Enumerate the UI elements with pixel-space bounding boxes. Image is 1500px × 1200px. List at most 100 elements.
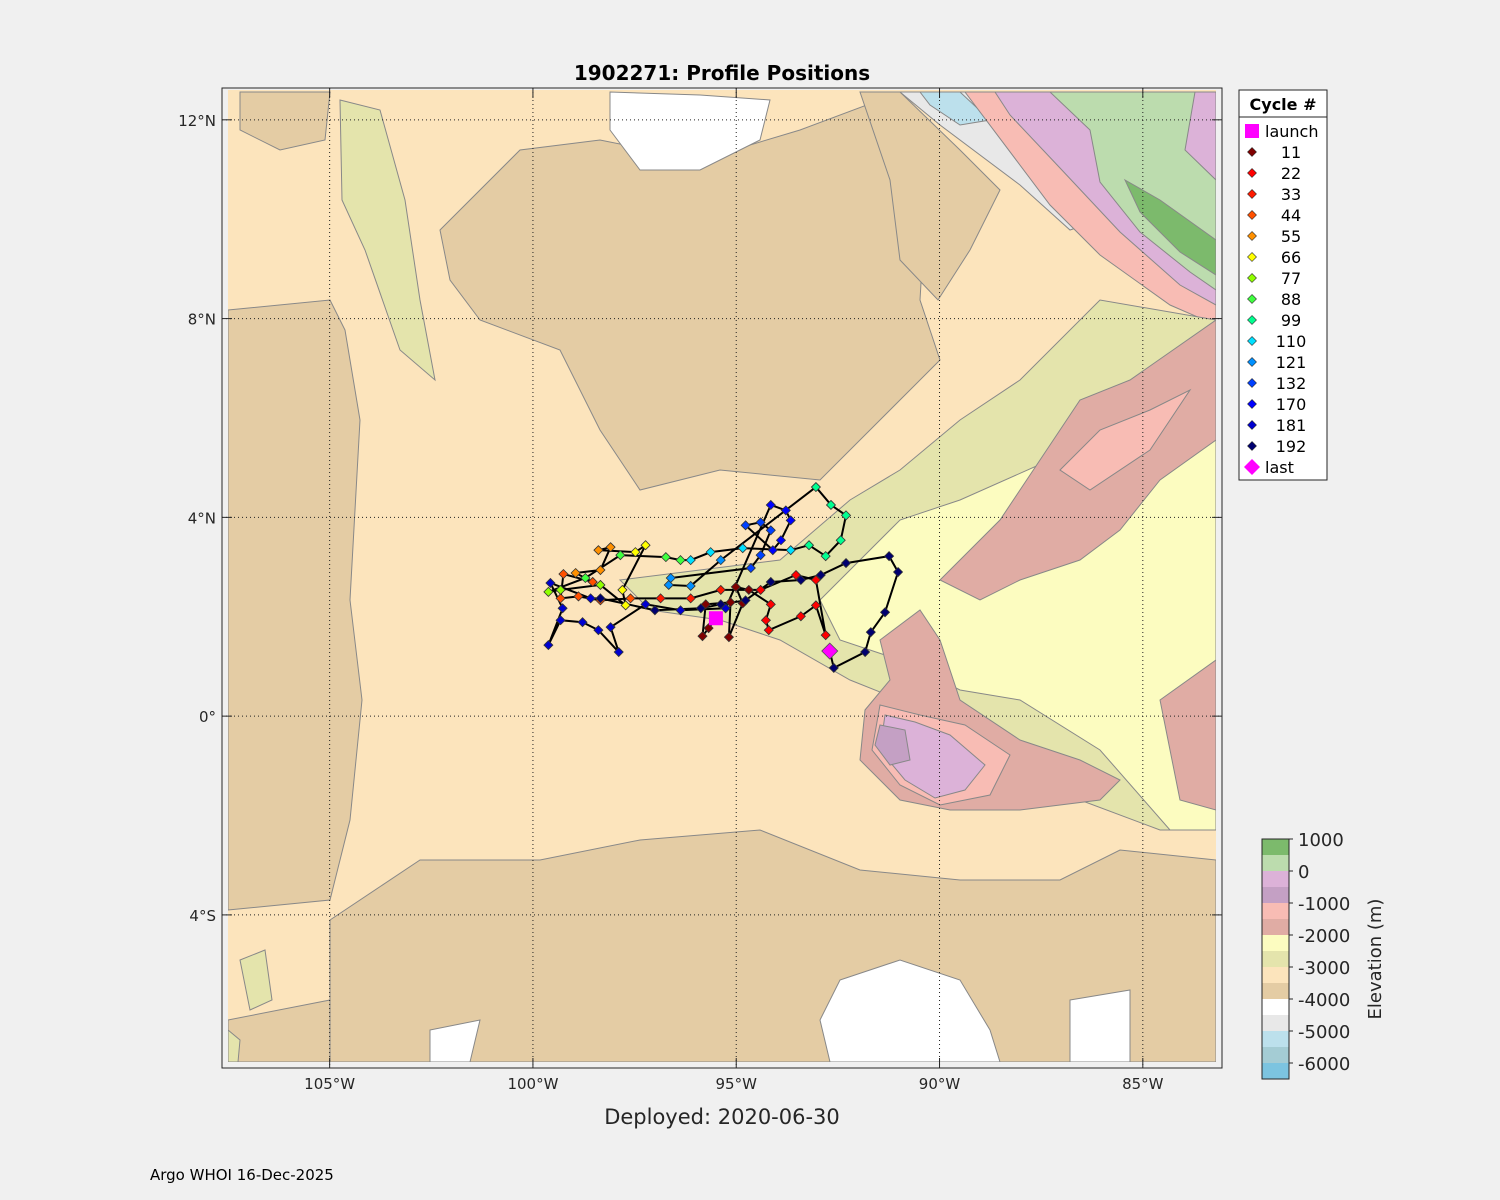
legend-label: 121	[1276, 353, 1307, 372]
legend-marker-cycle-181	[1247, 420, 1257, 430]
colorbar-tick-label: -3000	[1298, 958, 1350, 979]
legend-marker-cycle-33	[1247, 189, 1257, 199]
colorbar-band	[1262, 951, 1289, 968]
launch-marker	[708, 611, 723, 626]
colorbar-band	[1262, 855, 1289, 872]
colorbar-tick-label: -4000	[1298, 990, 1350, 1011]
legend-marker-cycle-44	[1247, 210, 1257, 220]
footer-credit: Argo WHOI 16-Dec-2025	[150, 1166, 334, 1184]
profile-marker-cycle-22	[765, 599, 776, 610]
legend-label: 181	[1276, 416, 1307, 435]
profile-marker-cycle-77	[555, 584, 566, 595]
profile-marker-cycle-99	[810, 481, 821, 493]
colorbar-band	[1262, 1015, 1289, 1032]
profile-marker-cycle-99	[825, 499, 837, 511]
profile-marker-cycle-181	[545, 577, 556, 589]
legend-label: 99	[1281, 311, 1301, 330]
legend-marker-launch	[1245, 124, 1259, 138]
colorbar-band	[1262, 871, 1289, 888]
legend-label: 44	[1281, 206, 1301, 225]
profile-marker-cycle-33	[655, 593, 666, 604]
profile-marker-cycle-192	[815, 569, 826, 581]
legend-label: 170	[1276, 395, 1307, 414]
legend-label: 192	[1276, 437, 1307, 456]
y-tick-label: 12°N	[178, 112, 216, 130]
profile-marker-cycle-192	[695, 603, 706, 614]
profile-marker-cycle-11	[725, 597, 736, 608]
x-tick-label: 100°W	[507, 1075, 558, 1093]
colorbar-tick-label: -6000	[1298, 1054, 1350, 1075]
legend-label: 22	[1281, 164, 1301, 183]
axis-ticks: 105°W 100°W 95°W 90°W 85°W 12°N 8°N 4°N 0° 4°S	[178, 88, 1222, 1093]
colorbar: 1000 0 -1000 -2000 -3000 -4000 -5000 -6000 Eleva…	[1261, 830, 1386, 1080]
x-tick-label: 85°W	[1122, 1075, 1164, 1093]
legend-label: last	[1265, 458, 1294, 477]
colorbar-band	[1262, 919, 1289, 936]
profile-marker-cycle-181	[557, 603, 568, 614]
profile-marker-cycle-77	[543, 586, 554, 597]
profile-marker-cycle-181	[640, 599, 651, 610]
profile-marker-cycle-66	[617, 584, 628, 595]
y-tick-label: 4°N	[188, 509, 216, 527]
colorbar-band	[1262, 967, 1289, 984]
profile-marker-cycle-192	[884, 551, 895, 562]
profile-marker-cycle-170	[767, 545, 778, 556]
profile-marker-cycle-110	[737, 543, 748, 554]
profile-marker-cycle-22	[755, 584, 766, 595]
profile-marker-cycle-192	[865, 627, 876, 638]
profile-marker-cycle-66	[620, 600, 631, 611]
profile-marker-cycle-99	[840, 510, 852, 521]
legend-marker-cycle-22	[1247, 168, 1257, 178]
legend-marker-cycle-99	[1247, 315, 1257, 325]
colorbar-label: Elevation (m)	[1365, 899, 1386, 1020]
graticule	[222, 88, 1222, 1068]
profile-marker-cycle-88	[580, 572, 591, 584]
legend-label: 33	[1281, 185, 1301, 204]
profile-marker-cycle-181	[593, 625, 604, 636]
profile-marker-cycle-88	[675, 555, 686, 566]
profile-marker-cycle-181	[675, 605, 686, 616]
colorbar-tick-label: 1000	[1298, 830, 1344, 851]
legend-marker-cycle-170	[1247, 399, 1257, 409]
profile-marker-cycle-77	[595, 579, 606, 591]
colorbar-band	[1262, 999, 1289, 1016]
profile-marker-cycle-192	[828, 662, 839, 673]
legend-label: 66	[1281, 248, 1301, 267]
profile-marker-cycle-22	[810, 574, 821, 586]
float-track	[543, 481, 904, 673]
colorbar-band	[1262, 903, 1289, 920]
legend-label: 88	[1281, 290, 1301, 309]
profile-marker-cycle-170	[765, 499, 776, 511]
legend-marker-cycle-192	[1247, 441, 1257, 451]
y-tick-label: 4°S	[189, 907, 216, 925]
profile-marker-cycle-132	[765, 525, 776, 536]
profile-marker-cycle-44	[555, 593, 566, 604]
profile-marker-cycle-44	[587, 576, 598, 588]
profile-marker-cycle-22	[760, 615, 771, 626]
profile-marker-cycle-22	[763, 625, 774, 636]
profile-marker-cycle-192	[595, 593, 606, 604]
colorbar-band	[1262, 1063, 1289, 1080]
chart-title: 1902271: Profile Positions	[574, 61, 870, 85]
profile-marker-cycle-192	[860, 646, 871, 658]
legend-label: 11	[1281, 143, 1301, 162]
profile-marker-cycle-110	[705, 547, 716, 558]
profile-marker-cycle-55	[605, 542, 616, 553]
colorbar-tick-label: -2000	[1298, 926, 1350, 947]
profile-marker-cycle-44	[573, 591, 584, 602]
profile-marker-cycle-192	[795, 574, 806, 586]
legend-label: 110	[1276, 332, 1307, 351]
profile-marker-cycle-181	[543, 640, 554, 651]
profile-marker-cycle-192	[765, 576, 776, 588]
profile-marker-cycle-88	[615, 550, 626, 561]
profile-marker-cycle-181	[555, 615, 566, 626]
colorbar-band	[1262, 839, 1289, 856]
colorbar-band	[1262, 1031, 1289, 1048]
colorbar-band	[1262, 887, 1289, 904]
legend-marker-cycle-11	[1247, 147, 1257, 157]
map-frame	[221, 87, 1223, 1069]
profile-marker-cycle-132	[745, 562, 756, 574]
colorbar-tick-label: -1000	[1298, 894, 1350, 915]
profile-marker-cycle-33	[715, 584, 726, 595]
